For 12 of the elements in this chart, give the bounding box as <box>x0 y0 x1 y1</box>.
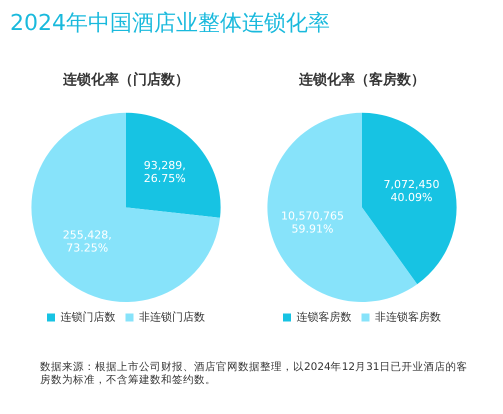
text: 2024年中国酒店业整体连锁化率 <box>10 10 330 38</box>
data-label: 7,072,450 40.09% <box>384 178 440 204</box>
legend-label: 非连锁客房数 <box>375 310 441 324</box>
data-label: 93,289, 26.75% <box>144 159 186 186</box>
chart-title: 连锁化率（门店数） <box>62 71 189 88</box>
source-note: 数据来源：根据上市公司财报、酒店官网数据整理，以2024年12月31日已开业酒店的客房数为标准，不含筹建数和签约数。 <box>40 361 468 387</box>
legend-label: 连锁门店数 <box>60 310 116 324</box>
legend-label: 连锁客房数 <box>296 310 352 324</box>
data-label: 255,428, 73.25% <box>62 228 112 254</box>
legend-label: 非连锁门店数 <box>139 310 205 324</box>
chart-title: 连锁化率（客房数） <box>298 71 425 88</box>
data-label: 10,570,765 59.91% <box>280 210 344 236</box>
